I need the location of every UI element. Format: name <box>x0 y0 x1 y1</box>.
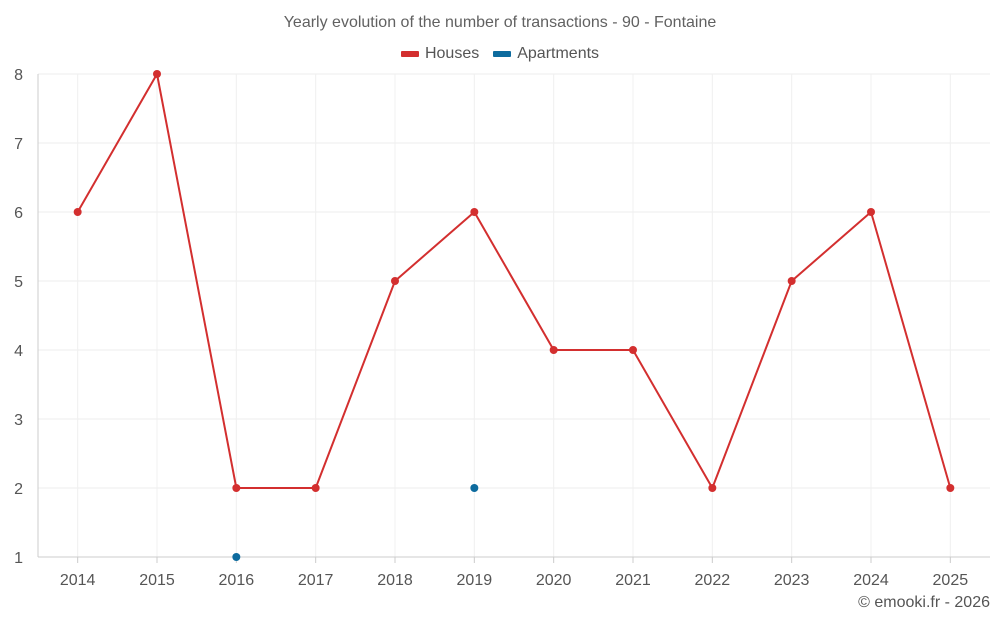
legend-swatch-houses <box>400 51 419 57</box>
y-tick-label: 1 <box>14 550 23 567</box>
x-tick-label: 2021 <box>615 572 651 589</box>
x-tick-label: 2019 <box>457 572 493 589</box>
data-point-houses <box>549 346 558 354</box>
x-tick-label: 2018 <box>377 572 413 589</box>
legend: Houses Apartments <box>0 45 1000 63</box>
x-tick-label: 2016 <box>219 572 255 589</box>
x-tick-label: 2023 <box>774 572 810 589</box>
data-point-houses <box>470 208 479 216</box>
data-point-houses <box>153 70 161 78</box>
legend-swatch-apartments <box>493 51 512 57</box>
data-point-houses <box>867 208 875 216</box>
data-point-houses <box>708 484 717 492</box>
y-tick-label: 2 <box>14 481 23 498</box>
x-tick-label: 2017 <box>298 572 334 589</box>
y-tick-label: 8 <box>14 67 23 84</box>
grid <box>38 73 990 557</box>
data-point-houses <box>232 484 241 492</box>
data-point-houses <box>787 277 796 285</box>
x-tick-label: 2014 <box>60 572 96 589</box>
y-tick-label: 5 <box>14 274 23 291</box>
series <box>73 70 955 561</box>
axes: 1 2 3 4 5 6 7 8 2014 2015 2016 2017 2018 2019 2020 2021… <box>14 67 990 589</box>
y-tick-label: 7 <box>14 136 23 153</box>
series-line-houses <box>76 73 952 489</box>
x-tick-label: 2015 <box>139 572 175 589</box>
legend-label-apartments: Apartments <box>517 45 600 62</box>
data-point-houses <box>311 484 320 492</box>
x-tick-label: 2025 <box>933 572 969 589</box>
credit-text: © emooki.fr - 2026 <box>858 594 990 611</box>
y-tick-label: 3 <box>14 412 23 429</box>
data-point-houses <box>73 208 82 216</box>
y-tick-label: 6 <box>14 205 23 222</box>
data-point-apartments <box>470 484 479 492</box>
legend-item-apartments[interactable]: Apartments <box>493 45 599 63</box>
y-tick-label: 4 <box>14 343 23 360</box>
data-point-houses <box>629 346 637 354</box>
x-tick-label: 2020 <box>536 572 572 589</box>
data-point-houses <box>946 484 955 492</box>
data-point-apartments <box>232 553 241 561</box>
chart-title: Yearly evolution of the number of transa… <box>283 14 717 31</box>
x-tick-label: 2024 <box>853 572 889 589</box>
x-tick-label: 2022 <box>695 572 731 589</box>
legend-item-houses[interactable]: Houses <box>400 45 480 63</box>
legend-label-houses: Houses <box>424 45 480 62</box>
data-point-houses <box>391 277 399 285</box>
